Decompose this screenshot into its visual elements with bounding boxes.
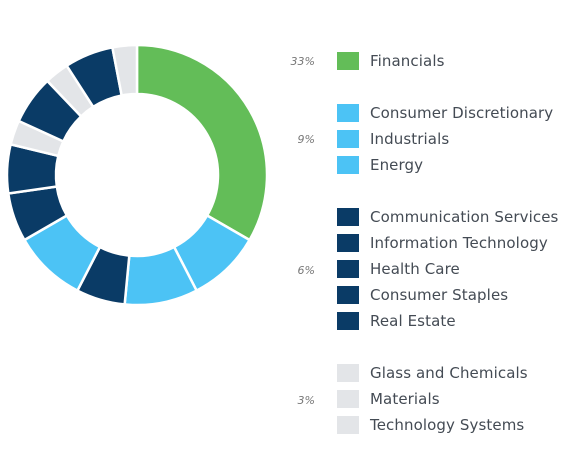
legend-item-industrials: Industrials <box>337 129 449 149</box>
legend-label: Technology Systems <box>370 416 525 434</box>
legend-swatch <box>337 416 359 434</box>
legend-item-materials: Materials <box>337 389 440 409</box>
group-percent-nine: 9% <box>297 133 315 146</box>
legend-swatch <box>337 234 359 252</box>
legend-label: Information Technology <box>370 234 548 252</box>
legend-swatch <box>337 130 359 148</box>
group-percent-financials: 33% <box>290 55 315 68</box>
legend-item-financials: Financials <box>337 51 445 71</box>
legend-item-consumer-staples: Consumer Staples <box>337 285 508 305</box>
legend-item-energy: Energy <box>337 155 423 175</box>
legend-item-information-technology: Information Technology <box>337 233 548 253</box>
legend-label: Materials <box>370 390 440 408</box>
legend-swatch <box>337 286 359 304</box>
legend-swatch <box>337 52 359 70</box>
legend-swatch <box>337 260 359 278</box>
group-percent-three: 3% <box>297 394 315 407</box>
legend-swatch <box>337 208 359 226</box>
legend-item-technology-systems: Technology Systems <box>337 415 524 435</box>
group-percent-six: 6% <box>297 264 315 277</box>
legend-label: Industrials <box>370 130 450 148</box>
legend-item-consumer-discretionary: Consumer Discretionary <box>337 103 553 123</box>
donut-slice-technology-systems <box>110 43 139 97</box>
legend-label: Communication Services <box>370 208 559 226</box>
legend-item-communication-services: Communication Services <box>337 207 558 227</box>
legend-swatch <box>337 390 359 408</box>
legend-swatch <box>337 364 359 382</box>
legend-label: Glass and Chemicals <box>370 364 528 382</box>
legend-item-glass-and-chemicals: Glass and Chemicals <box>337 363 528 383</box>
donut-chart <box>5 43 269 307</box>
legend-item-real-estate: Real Estate <box>337 311 456 331</box>
legend-swatch <box>337 104 359 122</box>
legend-swatch <box>337 156 359 174</box>
legend-label: Consumer Staples <box>370 286 509 304</box>
legend-label: Energy <box>370 156 424 174</box>
donut-slice-financials <box>135 43 269 242</box>
legend-label: Health Care <box>370 260 460 278</box>
legend-label: Financials <box>370 52 445 70</box>
legend-label: Consumer Discretionary <box>370 104 554 122</box>
legend-swatch <box>337 312 359 330</box>
legend-item-health-care: Health Care <box>337 259 460 279</box>
legend-label: Real Estate <box>370 312 456 330</box>
